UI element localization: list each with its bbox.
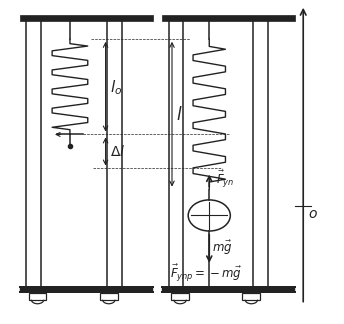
Bar [243, 293, 260, 300]
Text: $\vec{F}_{ynp}$$=-m\vec{g}$: $\vec{F}_{ynp}$$=-m\vec{g}$ [170, 263, 242, 284]
Bar [20, 287, 152, 292]
Text: $l$: $l$ [176, 106, 182, 124]
Bar [162, 287, 295, 292]
Text: $o$: $o$ [308, 207, 318, 221]
Text: $\vec{F}_{yn}$: $\vec{F}_{yn}$ [216, 169, 234, 190]
Text: $x$: $x$ [307, 0, 318, 3]
Bar [29, 293, 46, 300]
Text: $l_o$: $l_o$ [110, 78, 122, 97]
Bar [20, 15, 152, 21]
Bar [100, 293, 118, 300]
Text: $m\vec{g}$: $m\vec{g}$ [213, 239, 233, 257]
Bar [162, 15, 295, 21]
Text: $\Delta l$: $\Delta l$ [110, 144, 125, 159]
Bar [171, 293, 189, 300]
